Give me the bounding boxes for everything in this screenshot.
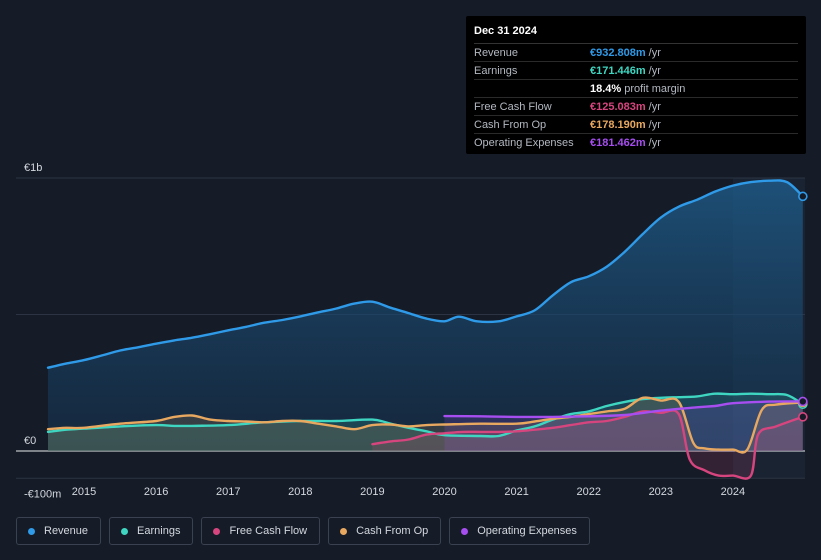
x-tick-label: 2022 bbox=[576, 486, 600, 498]
legend-item-operating-expenses[interactable]: Operating Expenses bbox=[449, 517, 590, 545]
chart-lines bbox=[46, 179, 804, 480]
tooltip-row-revenue: Revenue €932.808m /yr bbox=[474, 44, 798, 62]
y-tick-label: -€100m bbox=[24, 488, 61, 500]
x-tick-label: 2015 bbox=[72, 486, 96, 498]
legend-item-free-cash-flow[interactable]: Free Cash Flow bbox=[201, 517, 321, 545]
tooltip-label: Free Cash Flow bbox=[474, 100, 552, 113]
tooltip-unit: /yr bbox=[648, 100, 661, 113]
series-area-earnings bbox=[48, 393, 803, 451]
x-tick-label: 2018 bbox=[288, 486, 312, 498]
series-end-marker-revenue bbox=[798, 191, 808, 202]
tooltip-row-operating-expenses: Operating Expenses €181.462m /yr bbox=[474, 134, 798, 151]
tooltip-row-free-cash-flow: Free Cash Flow €125.083m /yr bbox=[474, 98, 798, 116]
series-end-markers bbox=[798, 191, 808, 422]
tooltip-unit: /yr bbox=[648, 64, 661, 77]
tooltip-label: Cash From Op bbox=[474, 118, 547, 131]
tooltip-unit: /yr bbox=[648, 136, 661, 149]
y-axis-labels: €1b €0 -€100m bbox=[24, 162, 61, 500]
chart-legend: Revenue Earnings Free Cash Flow Cash Fro… bbox=[16, 517, 590, 545]
x-axis-labels: 2015 2016 2017 2018 2019 2020 2021 2022 2023 2024 bbox=[72, 486, 745, 498]
series-line-cash-from-op bbox=[46, 396, 804, 454]
legend-dot-icon bbox=[213, 527, 221, 535]
tooltip-unit: /yr bbox=[648, 46, 661, 59]
series-area-free-cash-flow bbox=[372, 410, 803, 479]
tooltip-label: Revenue bbox=[474, 46, 519, 59]
x-tick-label: 2023 bbox=[649, 486, 673, 498]
legend-dot-icon bbox=[28, 527, 35, 535]
tooltip-row-cash-from-op: Cash From Op €178.190m /yr bbox=[474, 116, 798, 134]
series-line-operating-expenses bbox=[443, 400, 804, 419]
x-tick-label: 2017 bbox=[216, 486, 240, 498]
tooltip-row-earnings: Earnings €171.446m /yr bbox=[474, 62, 798, 80]
x-tick-label: 2024 bbox=[721, 486, 745, 498]
tooltip-label: Operating Expenses bbox=[474, 136, 574, 149]
tooltip-date: Dec 31 2024 bbox=[474, 22, 798, 44]
x-tick-label: 2020 bbox=[432, 486, 456, 498]
tooltip-value: €181.462m bbox=[590, 136, 646, 149]
series-end-marker-free-cash-flow bbox=[798, 412, 808, 422]
legend-label: Free Cash Flow bbox=[229, 525, 308, 537]
x-tick-label: 2016 bbox=[144, 486, 168, 498]
y-tick-label: €1b bbox=[24, 162, 42, 174]
legend-dot-icon bbox=[340, 527, 348, 535]
chart-area: €1b €0 -€100m 2015 2016 2017 2018 2019 2020 2021… bbox=[16, 162, 808, 500]
tooltip-value: €932.808m bbox=[590, 46, 646, 59]
legend-dot-icon bbox=[461, 527, 469, 535]
legend-dot-icon bbox=[121, 527, 129, 535]
y-tick-label: €0 bbox=[24, 435, 36, 447]
series-line-free-cash-flow bbox=[371, 409, 804, 480]
legend-item-cash-from-op[interactable]: Cash From Op bbox=[328, 517, 442, 545]
x-tick-label: 2019 bbox=[360, 486, 384, 498]
tooltip-row-profit-margin: 18.4% profit margin bbox=[474, 80, 798, 98]
tooltip-value: €171.446m bbox=[590, 64, 646, 77]
legend-label: Revenue bbox=[44, 525, 89, 537]
tooltip-unit: profit margin bbox=[624, 82, 686, 95]
legend-label: Cash From Op bbox=[356, 525, 429, 537]
tooltip-value: 18.4% bbox=[590, 82, 622, 95]
tooltip-panel: Dec 31 2024 Revenue €932.808m /yr Earnin… bbox=[466, 16, 806, 154]
legend-label: Earnings bbox=[137, 525, 181, 537]
tooltip-label: Earnings bbox=[474, 64, 518, 77]
tooltip-value: €178.190m bbox=[590, 118, 646, 131]
series-end-marker-operating-expenses bbox=[798, 396, 808, 407]
legend-label: Operating Expenses bbox=[477, 525, 577, 537]
x-tick-label: 2021 bbox=[504, 486, 528, 498]
series-line-earnings bbox=[46, 392, 804, 438]
tooltip-unit: /yr bbox=[648, 118, 661, 131]
legend-item-revenue[interactable]: Revenue bbox=[16, 517, 102, 545]
tooltip-value: €125.083m bbox=[590, 100, 646, 113]
series-area-revenue bbox=[48, 180, 803, 451]
series-line-revenue bbox=[46, 179, 804, 369]
series-area-operating-expenses bbox=[444, 401, 803, 451]
legend-item-earnings[interactable]: Earnings bbox=[109, 517, 194, 545]
